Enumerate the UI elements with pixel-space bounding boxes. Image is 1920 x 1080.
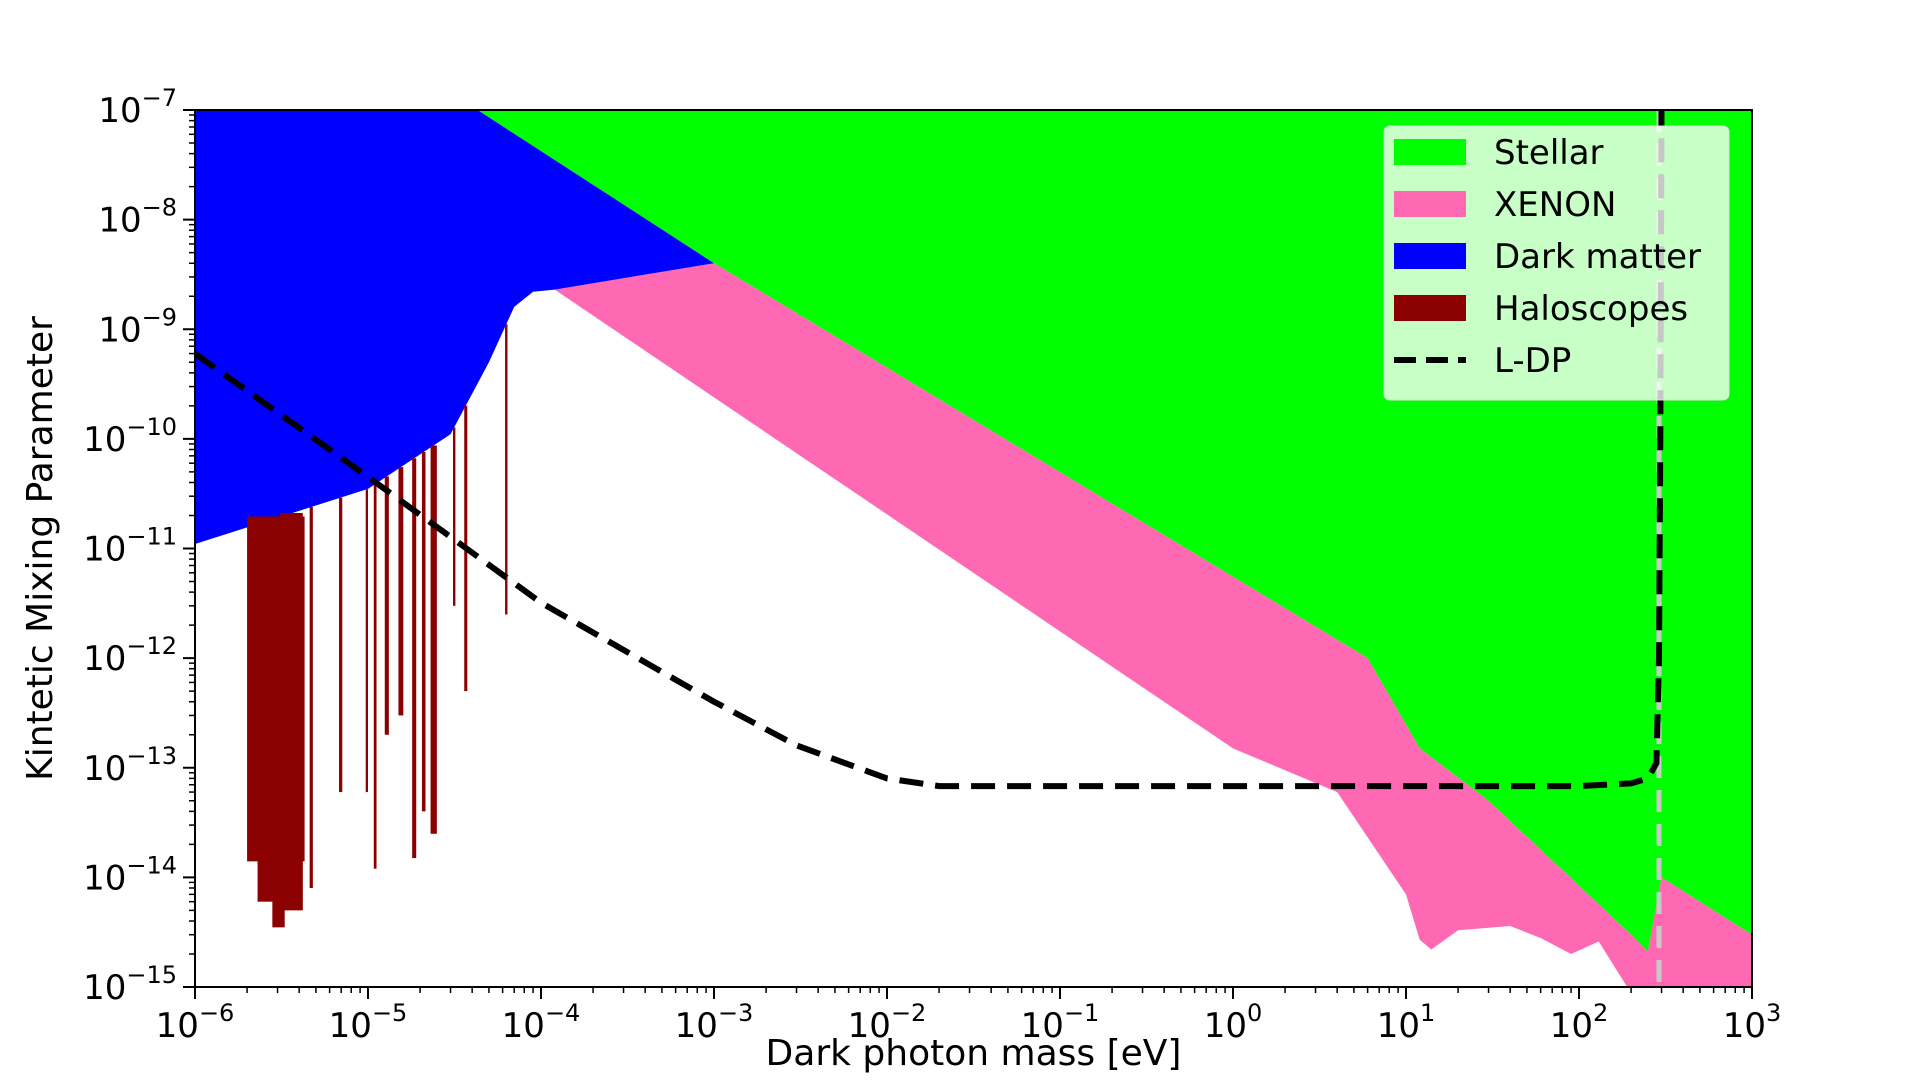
legend-swatch-xenon xyxy=(1394,191,1466,217)
haloscope-band xyxy=(339,497,343,793)
x-tick-label: 10−6 xyxy=(156,999,235,1046)
x-axis-label: Dark photon mass [eV] xyxy=(766,1033,1182,1074)
x-tick-label: 101 xyxy=(1377,999,1436,1046)
y-tick-label: 10−10 xyxy=(83,413,177,460)
y-tick-label: 10−9 xyxy=(98,303,177,350)
y-tick-label: 10−12 xyxy=(83,632,177,679)
y-tick-label: 10−7 xyxy=(98,84,177,131)
x-tick-label: 100 xyxy=(1204,999,1263,1046)
y-tick-label: 10−13 xyxy=(83,742,177,789)
legend-swatch-stellar xyxy=(1394,139,1466,165)
legend-box xyxy=(1383,125,1730,401)
haloscope-band xyxy=(505,324,508,615)
y-tick-label: 10−8 xyxy=(98,194,177,241)
legend: Stellar XENON Dark matter Haloscopes L-DP xyxy=(1383,125,1730,401)
legend-label-stellar: Stellar xyxy=(1494,133,1604,173)
region-dark-matter xyxy=(195,110,714,544)
x-tick-label: 10−1 xyxy=(1021,999,1100,1046)
haloscope-band xyxy=(421,452,426,812)
region-xenon xyxy=(554,263,1752,987)
x-tick-label: 10−2 xyxy=(848,999,927,1046)
legend-label-l-dp: L-DP xyxy=(1494,341,1571,381)
haloscope-band xyxy=(365,489,368,793)
haloscope-band xyxy=(430,445,437,834)
x-tick-label: 10−5 xyxy=(329,999,408,1046)
x-tick-label: 103 xyxy=(1723,999,1782,1046)
haloscope-band xyxy=(373,484,377,869)
legend-label-haloscopes: Haloscopes xyxy=(1494,289,1688,329)
legend-label-xenon: XENON xyxy=(1494,185,1616,225)
y-axis-label: Kintetic Mixing Parameter xyxy=(20,316,61,781)
y-tick-label: 10−11 xyxy=(83,523,177,570)
haloscope-band xyxy=(384,476,389,735)
haloscope-band xyxy=(398,467,404,716)
legend-label-dark-matter: Dark matter xyxy=(1494,237,1701,277)
legend-swatch-dark-matter xyxy=(1394,243,1466,269)
axis-ticks: 10−6 10−5 10−4 10−3 10−2 10−1 100 101 102 103 10−1… xyxy=(83,84,1781,1046)
y-tick-label: 10−14 xyxy=(83,851,177,898)
x-tick-label: 10−3 xyxy=(675,999,754,1046)
legend-swatch-haloscopes xyxy=(1394,295,1466,321)
x-tick-label: 10−4 xyxy=(502,999,581,1046)
haloscope-band xyxy=(453,427,456,606)
y-tick-label: 10−15 xyxy=(83,961,177,1008)
x-tick-label: 102 xyxy=(1550,999,1609,1046)
haloscope-band xyxy=(280,512,303,911)
haloscope-band xyxy=(412,458,417,859)
region-haloscopes xyxy=(247,324,508,928)
haloscope-band xyxy=(309,506,313,888)
